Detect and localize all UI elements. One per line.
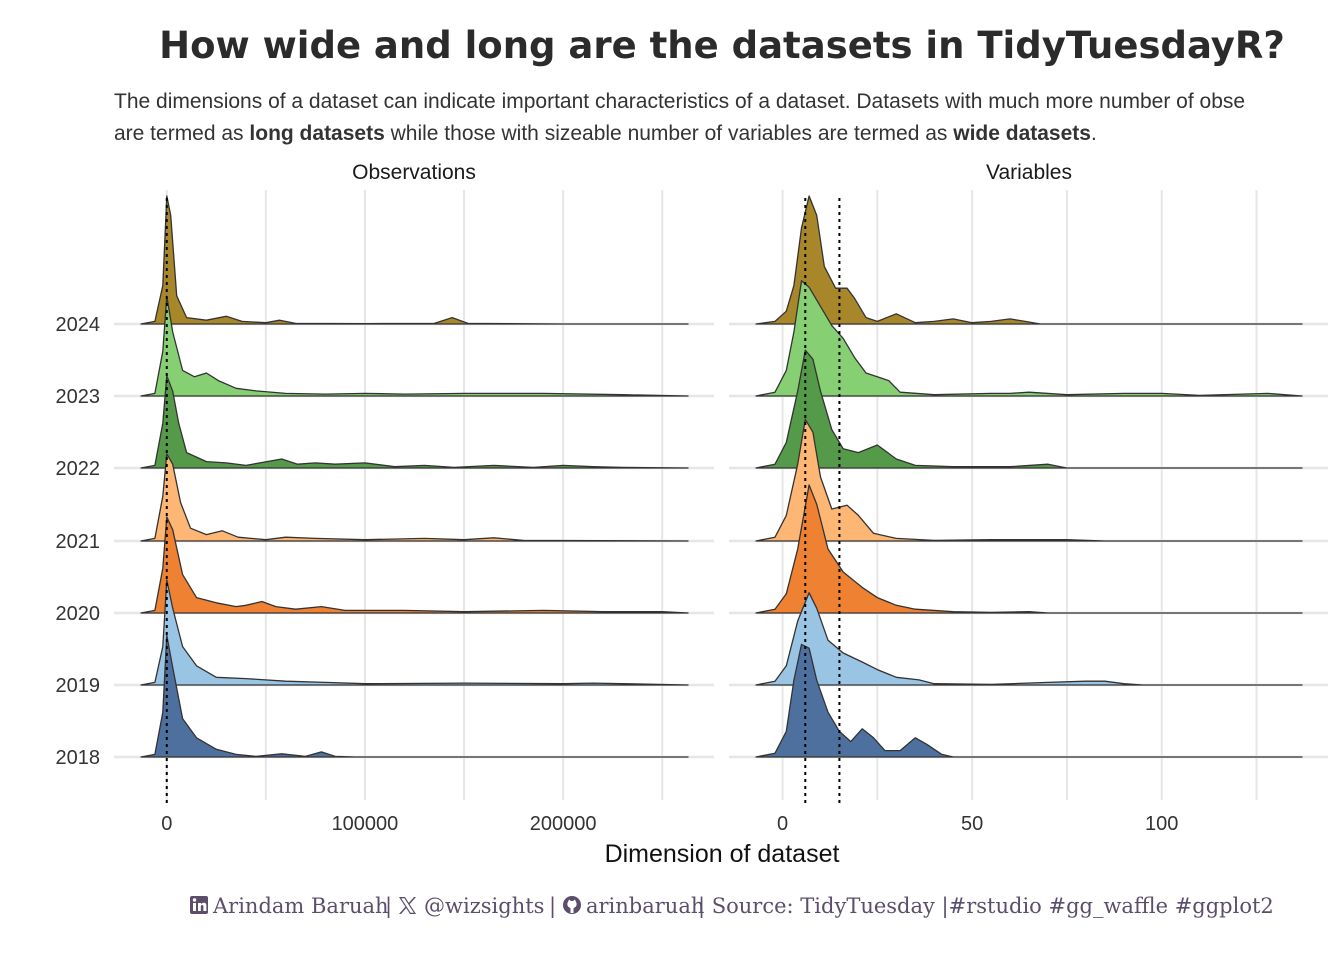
y-tick-label-2024: 2024: [56, 314, 101, 336]
caption: Arindam Baruah | @wizsights | arinbaruah…: [190, 894, 1274, 919]
ridge-variables-2020: [755, 484, 1303, 614]
linkedin-icon: [190, 896, 208, 914]
caption-github: arinbaruah: [586, 894, 704, 918]
caption-author: Arindam Baruah: [212, 894, 389, 918]
facet-label-variables: Variables: [986, 161, 1072, 184]
grid-layer: [114, 190, 1328, 800]
ridge-observations-2023: [140, 295, 689, 397]
ridge-layer: [140, 195, 1303, 758]
caption-source: | Source: TidyTuesday |#rstudio #gg_waff…: [698, 894, 1274, 919]
subtitle-line-2: are termed as long datasets while those …: [114, 122, 1097, 145]
subtitle-text: while those with sizeable number of vari…: [385, 122, 953, 145]
chart-title: How wide and long are the datasets in Ti…: [159, 24, 1285, 67]
y-tick-label-2021: 2021: [56, 531, 101, 553]
ridge-observations-2021: [140, 453, 689, 542]
ridge-observations-2019: [140, 579, 689, 686]
y-tick-label-2022: 2022: [56, 458, 101, 480]
x-tick-label: 0: [161, 813, 172, 835]
x-tick-label: 0: [777, 813, 788, 835]
axis-labels: 0 100000 200000 0 50 100 2024 2023 2022 2021 2020 2…: [56, 314, 1179, 835]
x-icon: [399, 897, 416, 914]
ridge-variables-2018: [755, 643, 1303, 758]
x-tick-label: 200000: [530, 813, 597, 835]
ridge-observations-2018: [140, 634, 689, 758]
caption-twitter: @wizsights: [424, 894, 544, 918]
facet-label-observations: Observations: [352, 161, 476, 184]
x-axis-label: Dimension of dataset: [605, 840, 840, 868]
github-icon: [563, 896, 581, 914]
ridge-observations-2022: [140, 375, 689, 469]
ridge-variables-2024: [755, 195, 1303, 325]
subtitle-long-datasets: long datasets: [249, 122, 384, 145]
caption-separator: |: [385, 894, 392, 919]
x-tick-label: 100000: [332, 813, 399, 835]
subtitle-text: .: [1091, 122, 1097, 145]
y-tick-label-2019: 2019: [56, 675, 101, 697]
ridge-observations-2020: [140, 516, 689, 614]
subtitle-line-1: The dimensions of a dataset can indicate…: [114, 90, 1245, 113]
ridge-variables-2021: [755, 418, 1303, 542]
x-tick-label: 100: [1145, 813, 1178, 835]
caption-separator: |: [549, 894, 556, 919]
y-tick-label-2018: 2018: [56, 747, 101, 769]
reference-lines: [165, 198, 841, 806]
subtitle-wide-datasets: wide datasets: [952, 122, 1091, 145]
y-tick-label-2023: 2023: [56, 386, 101, 408]
y-tick-label-2020: 2020: [56, 603, 101, 625]
ridge-observations-2024: [140, 195, 689, 325]
subtitle-text: are termed as: [114, 122, 249, 145]
x-tick-label: 50: [961, 813, 983, 835]
